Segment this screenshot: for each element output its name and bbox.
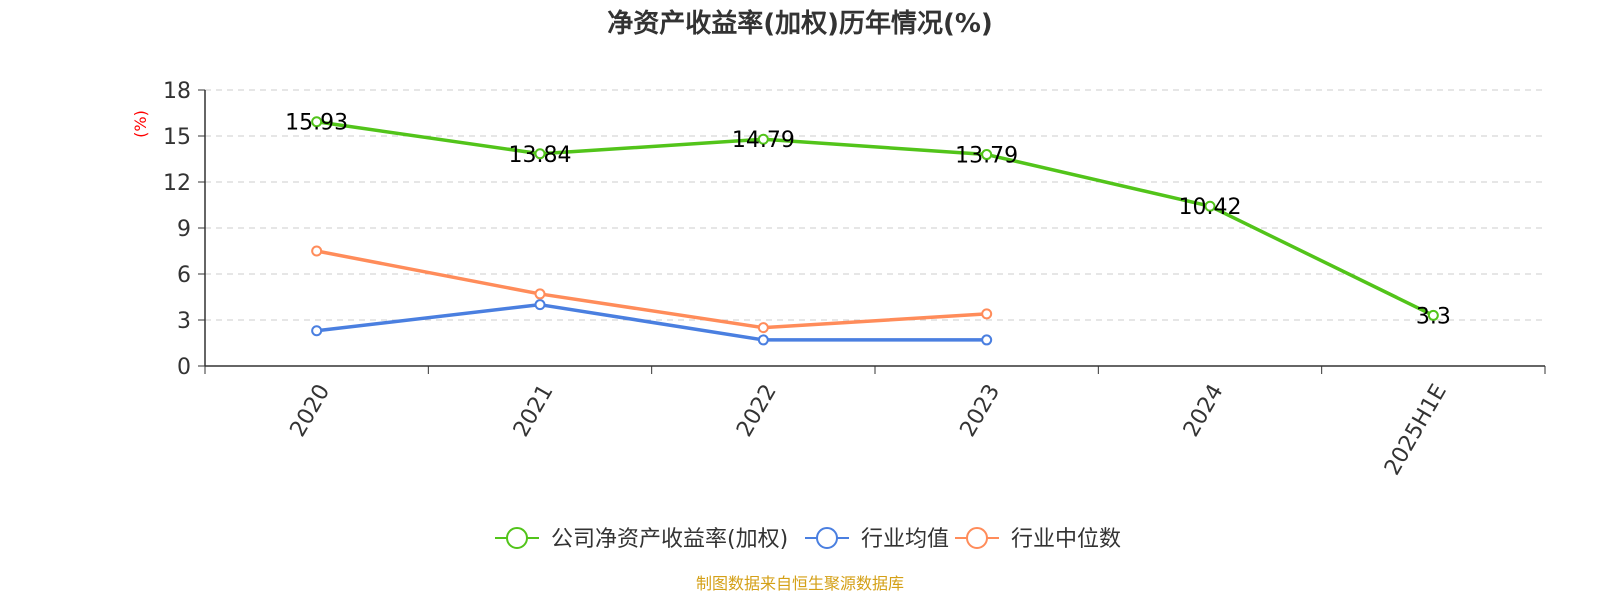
data-label: 14.79 bbox=[732, 128, 795, 153]
data-label: 3.3 bbox=[1416, 304, 1451, 329]
data-point[interactable] bbox=[1204, 200, 1216, 212]
data-point[interactable] bbox=[757, 133, 769, 145]
data-point[interactable] bbox=[757, 334, 769, 346]
y-tick-label: 6 bbox=[177, 263, 191, 288]
y-tick-label: 18 bbox=[163, 79, 191, 104]
x-tick-label: 2025H1E bbox=[1380, 380, 1452, 479]
data-point[interactable] bbox=[981, 334, 993, 346]
legend-label: 行业中位数 bbox=[1011, 527, 1121, 552]
series-line-1 bbox=[316, 302, 987, 342]
legend-swatch-marker bbox=[816, 527, 838, 549]
data-label: 13.84 bbox=[509, 143, 572, 168]
x-tick-label: 2020 bbox=[286, 380, 336, 441]
x-tick-label: 2021 bbox=[509, 380, 559, 441]
series-line-0 bbox=[316, 120, 1435, 317]
legend-swatch-marker bbox=[966, 527, 988, 549]
series-lines bbox=[311, 116, 1439, 346]
x-tick-label: 2023 bbox=[956, 380, 1006, 441]
data-point[interactable] bbox=[311, 116, 323, 128]
data-point[interactable] bbox=[311, 245, 323, 257]
legend[interactable]: 公司净资产收益率(加权) 行业均值 行业中位数 bbox=[495, 527, 1121, 552]
x-tick-label: 2024 bbox=[1179, 380, 1229, 441]
series-line-2 bbox=[316, 249, 987, 330]
legend-item[interactable]: 公司净资产收益率(加权) bbox=[495, 527, 788, 552]
chart-title: 净资产收益率(加权)历年情况(%) bbox=[607, 8, 993, 39]
data-point[interactable] bbox=[534, 299, 546, 311]
grid-lines bbox=[205, 89, 1545, 321]
data-label: 10.42 bbox=[1179, 195, 1242, 220]
data-labels: 15.93 13.84 14.79 13.79 10.42 3.3 bbox=[285, 111, 1451, 330]
data-point[interactable] bbox=[534, 288, 546, 300]
axes: 0 3 6 9 12 15 18 2020 2021 2022 2023 2024 2025H1E bbox=[163, 79, 1546, 480]
y-tick-label: 3 bbox=[177, 309, 191, 334]
y-tick-label: 12 bbox=[163, 171, 191, 196]
data-point[interactable] bbox=[981, 149, 993, 161]
legend-item[interactable]: 行业均值 bbox=[805, 527, 949, 552]
data-point[interactable] bbox=[981, 308, 993, 320]
x-tick-label: 2022 bbox=[732, 380, 782, 441]
y-axis-label: (%) bbox=[131, 110, 150, 138]
data-point[interactable] bbox=[311, 325, 323, 337]
data-point[interactable] bbox=[534, 148, 546, 160]
y-tick-label: 15 bbox=[163, 125, 191, 150]
legend-label: 公司净资产收益率(加权) bbox=[551, 527, 788, 552]
legend-swatch-marker bbox=[506, 527, 528, 549]
y-tick-label: 9 bbox=[177, 217, 191, 242]
source-note: 制图数据来自恒生聚源数据库 bbox=[696, 574, 904, 593]
legend-item[interactable]: 行业中位数 bbox=[955, 527, 1121, 552]
data-point[interactable] bbox=[1427, 309, 1439, 321]
data-point[interactable] bbox=[757, 322, 769, 334]
legend-label: 行业均值 bbox=[861, 527, 949, 552]
data-label: 13.79 bbox=[955, 144, 1018, 169]
y-tick-label: 0 bbox=[177, 355, 191, 380]
data-label: 15.93 bbox=[285, 111, 348, 136]
